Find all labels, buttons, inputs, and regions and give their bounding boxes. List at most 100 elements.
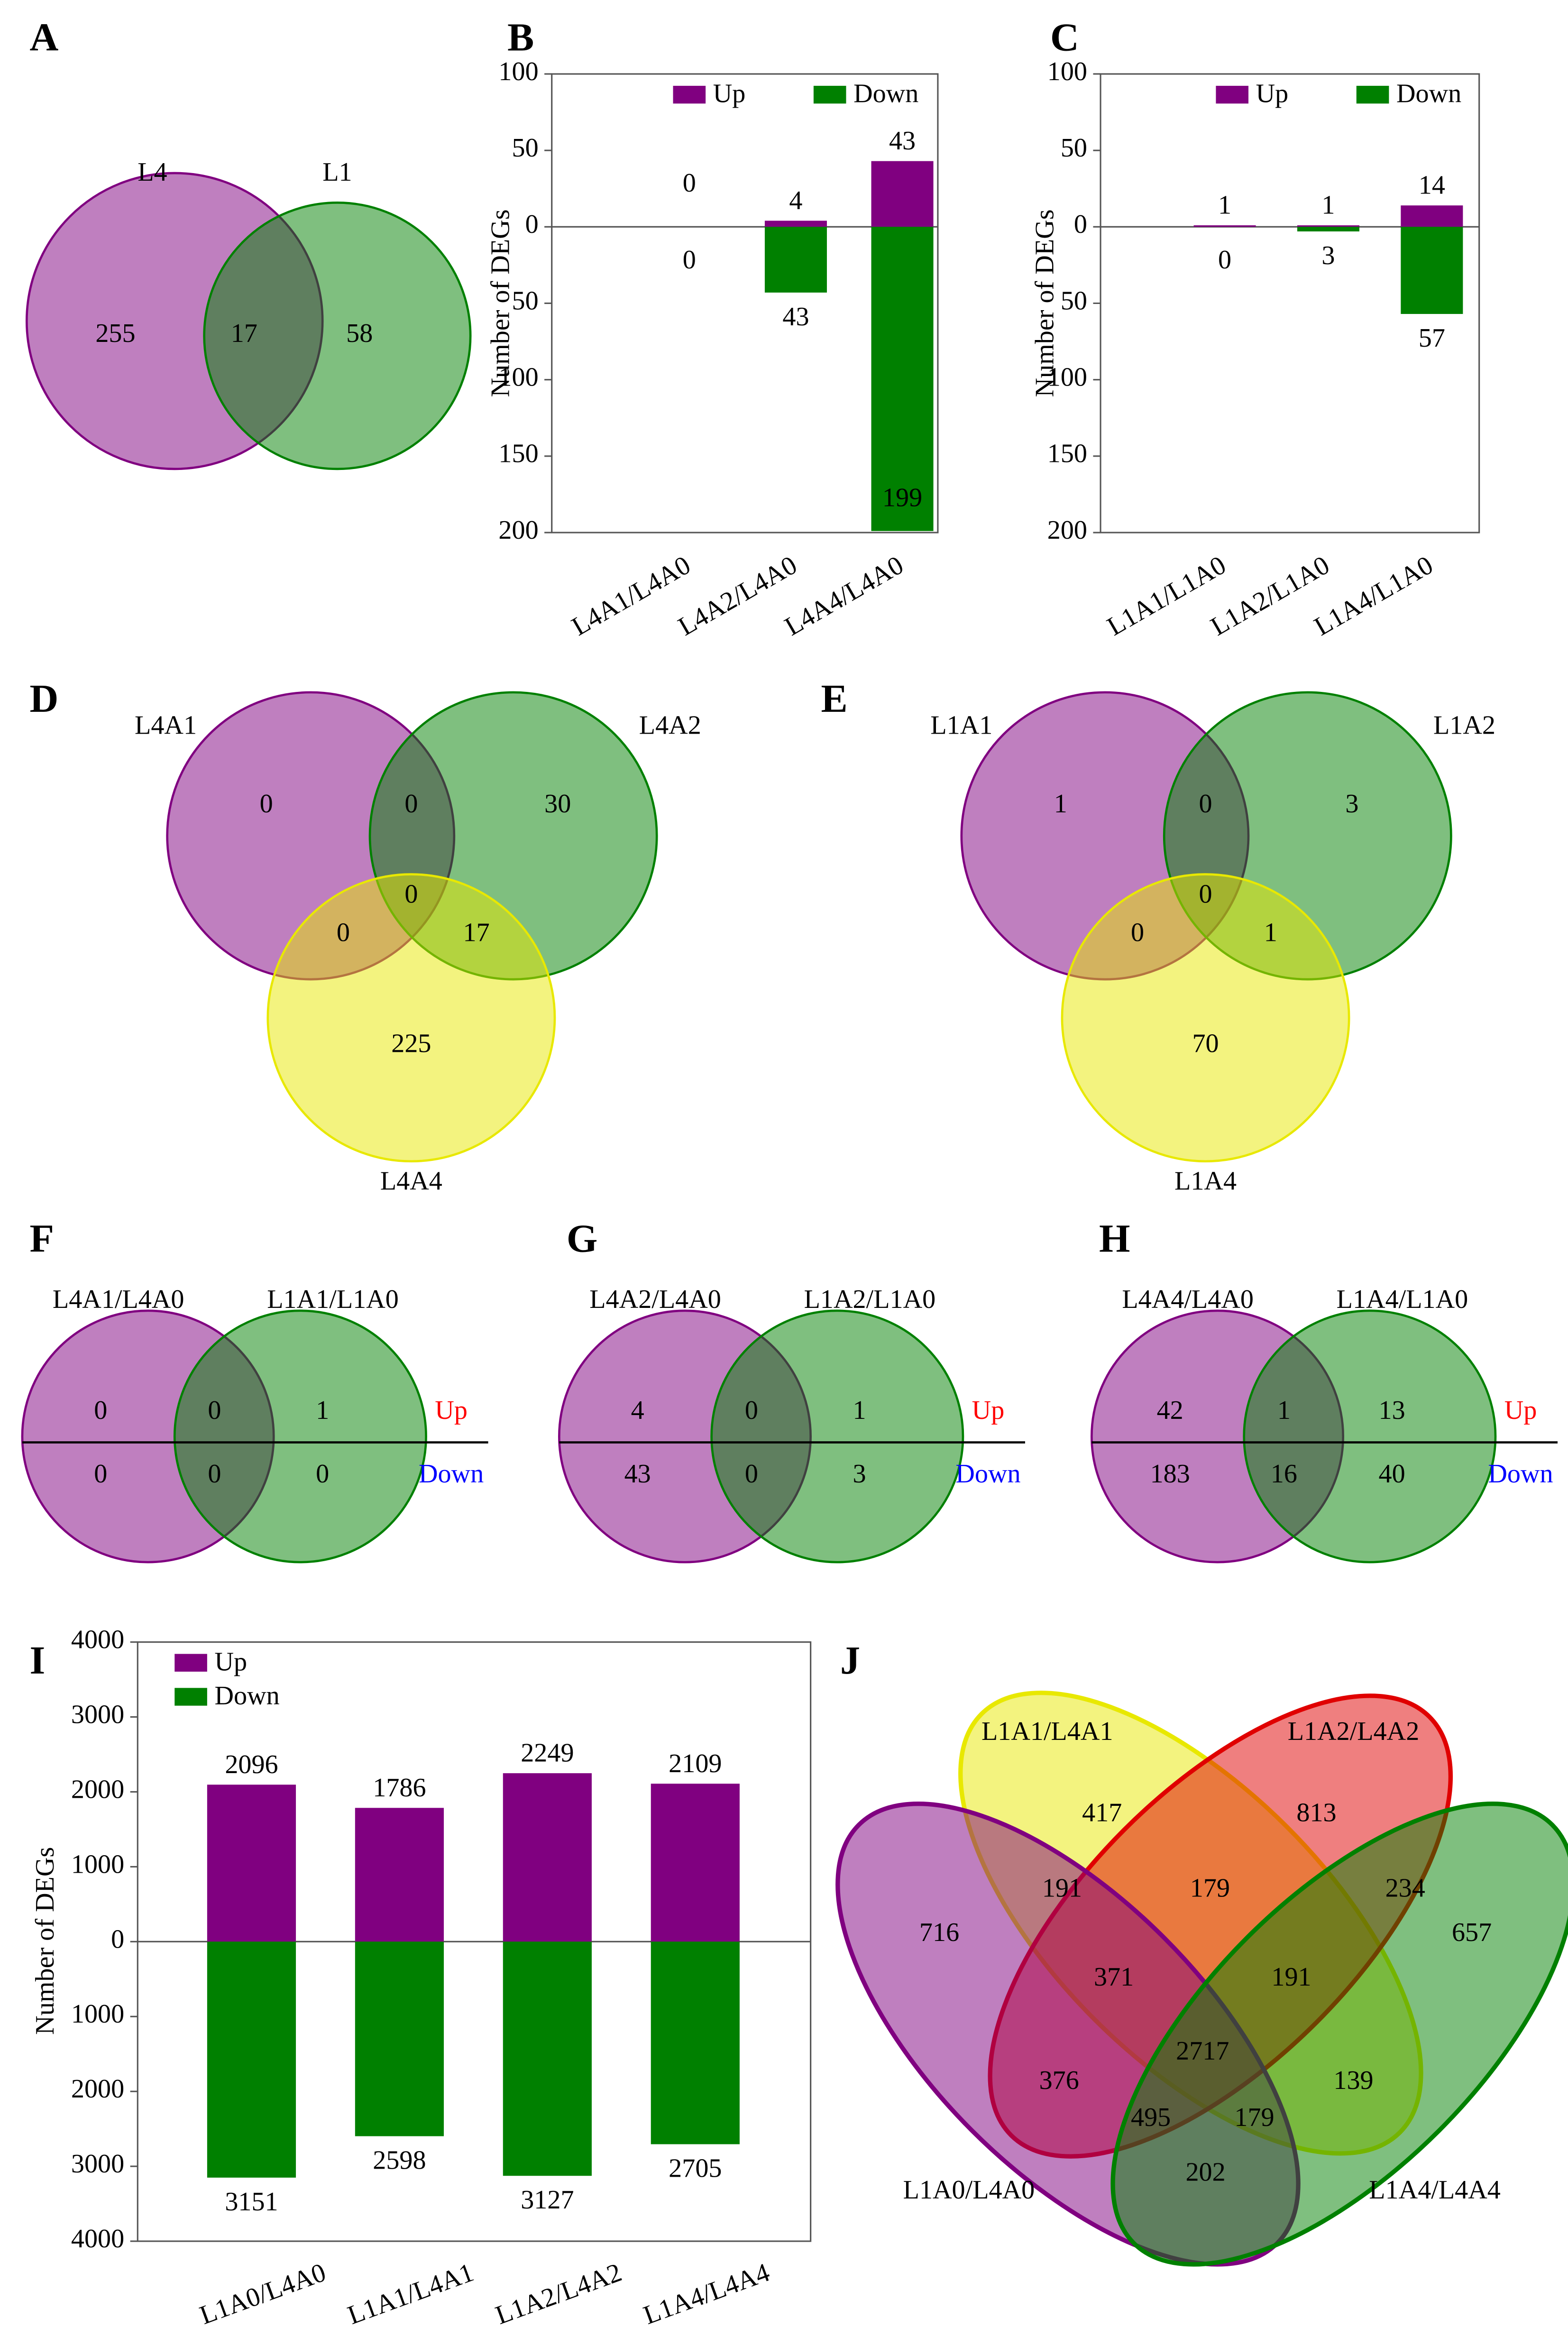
value-label: 2249 [521, 1738, 574, 1768]
region-count: 0 [1199, 879, 1212, 909]
legend-swatch [1356, 85, 1389, 104]
set-label: L1A2/L4A2 [1288, 1717, 1420, 1746]
set-circle [266, 873, 556, 1163]
panel-letter: H [1099, 1217, 1130, 1261]
region-count: 0 [260, 789, 273, 819]
bar [764, 227, 827, 293]
row-label: Up [1504, 1396, 1537, 1425]
region-count: 191 [1271, 1962, 1311, 1992]
region-count: 58 [346, 319, 373, 348]
legend-swatch [174, 1688, 207, 1706]
panel-letter: J [840, 1638, 860, 1683]
legend-swatch [1216, 85, 1249, 104]
y-tick-label: 150 [1047, 439, 1087, 469]
value-label: 0 [683, 245, 696, 275]
value-label: 57 [1419, 323, 1445, 353]
value-label: 0 [1218, 245, 1231, 275]
legend-label: Up [214, 1647, 247, 1676]
bar [871, 161, 934, 227]
region-count: 16 [1271, 1459, 1297, 1489]
value-label: 2705 [669, 2154, 722, 2183]
region-count: 0 [1199, 789, 1212, 819]
bar [1297, 227, 1359, 231]
region-count: 17 [463, 918, 490, 947]
region-count: 495 [1131, 2103, 1171, 2132]
y-tick-label: 0 [525, 210, 539, 239]
y-tick-label: 150 [498, 439, 538, 469]
bar [651, 1784, 740, 1942]
panel-letter: E [821, 677, 847, 721]
x-tick-label: L1A1/L1A0 [1102, 550, 1231, 641]
row-label: Down [419, 1459, 484, 1489]
region-count: 139 [1333, 2066, 1373, 2095]
region-count: 0 [94, 1396, 107, 1425]
x-tick-label: L4A1/L4A0 [567, 550, 695, 641]
region-count: 0 [404, 879, 418, 909]
y-tick-label: 50 [512, 133, 539, 163]
value-label: 14 [1419, 171, 1445, 200]
region-count: 70 [1192, 1029, 1219, 1058]
legend-label: Up [713, 79, 746, 109]
region-count: 202 [1185, 2158, 1225, 2187]
y-tick-label: 50 [512, 286, 539, 315]
legend-label: Down [214, 1681, 279, 1711]
bar [1297, 225, 1359, 227]
y-tick-label: 100 [498, 363, 538, 392]
region-count: 17 [231, 319, 257, 348]
set-label: L1A4/L4A4 [1369, 2175, 1501, 2205]
x-tick-label: L1A4/L4A4 [640, 2258, 773, 2327]
y-tick-label: 4000 [71, 1625, 124, 1655]
region-count: 255 [95, 319, 135, 348]
set-label: L1A2/L1A0 [804, 1285, 936, 1314]
panel-letter: D [30, 677, 59, 721]
value-label: 2598 [373, 2146, 426, 2175]
row-label: Down [1488, 1459, 1553, 1489]
panel-letter: B [507, 16, 534, 60]
set-label: L1A2 [1433, 711, 1495, 740]
x-tick-label: L1A4/L1A0 [1309, 550, 1438, 641]
set-label: L4A4/L4A0 [1122, 1285, 1254, 1314]
set-label: L4 [138, 157, 167, 187]
x-tick-label: L4A4/L4A0 [780, 550, 908, 641]
value-label: 199 [882, 483, 922, 512]
region-count: 13 [1379, 1396, 1405, 1425]
region-count: 1 [853, 1396, 866, 1425]
set-label: L4A4 [380, 1167, 442, 1196]
y-tick-label: 2000 [71, 2074, 124, 2104]
bar [651, 1941, 740, 2144]
x-tick-label: L1A2/L1A0 [1206, 550, 1334, 641]
region-count: 0 [745, 1396, 758, 1425]
panel-letter: C [1050, 16, 1079, 60]
y-tick-label: 100 [1047, 57, 1087, 86]
bar [355, 1941, 444, 2136]
bar [764, 221, 827, 227]
region-count: 0 [94, 1459, 107, 1489]
set-label: L4A2 [639, 711, 701, 740]
y-tick-label: 2000 [71, 1775, 124, 1804]
region-count: 179 [1234, 2103, 1274, 2132]
y-tick-label: 200 [498, 515, 538, 545]
set-label: L1A1/L4A1 [981, 1717, 1113, 1746]
region-count: 813 [1296, 1798, 1336, 1828]
set-label: L1 [322, 157, 352, 187]
region-count: 371 [1094, 1962, 1134, 1992]
region-count: 234 [1385, 1874, 1425, 1903]
value-label: 3127 [521, 2185, 574, 2215]
y-axis-label: Number of DEGs [486, 209, 515, 397]
region-count: 4 [631, 1396, 644, 1425]
y-tick-label: 3000 [71, 1700, 124, 1729]
region-count: 179 [1190, 1874, 1230, 1903]
value-label: 1 [1321, 191, 1335, 220]
region-count: 0 [1131, 918, 1144, 947]
set-circle [1243, 1309, 1497, 1564]
y-tick-label: 50 [1061, 133, 1087, 163]
y-tick-label: 3000 [71, 2149, 124, 2179]
region-count: 191 [1042, 1874, 1082, 1903]
region-count: 0 [337, 918, 350, 947]
legend-swatch [673, 85, 706, 104]
region-count: 657 [1452, 1918, 1492, 1947]
set-label: L4A2/L4A0 [589, 1285, 721, 1314]
y-axis-label: Number of DEGs [30, 1847, 60, 2035]
row-label: Up [972, 1396, 1005, 1425]
